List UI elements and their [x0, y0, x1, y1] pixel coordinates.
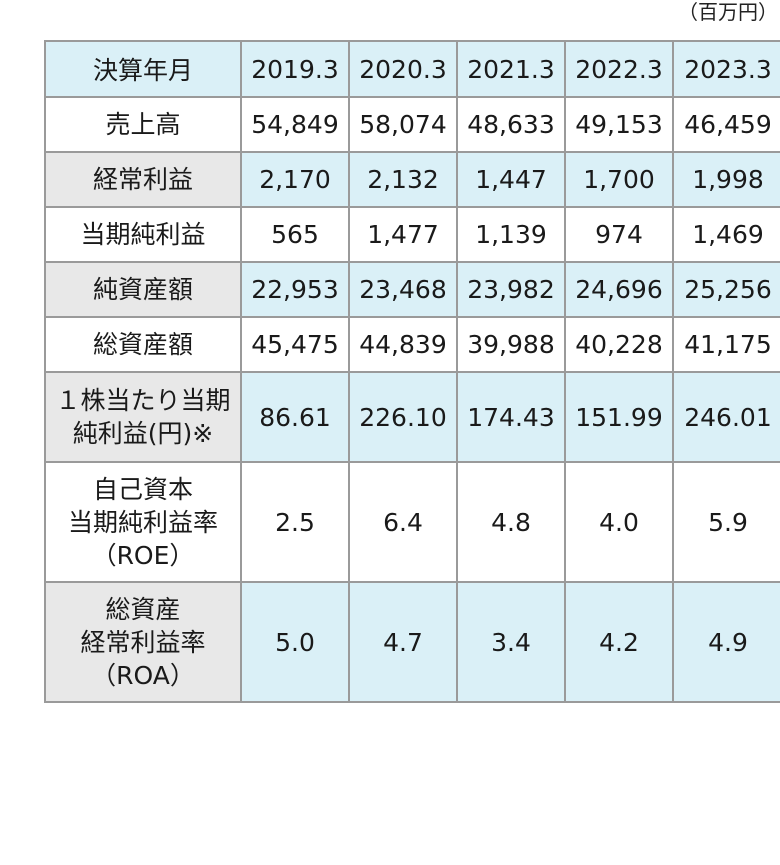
table-cell: 23,468	[348, 261, 458, 318]
table-cell: 41,175	[672, 316, 780, 373]
header-year: 2019.3	[240, 40, 350, 98]
table-cell: 44,839	[348, 316, 458, 373]
table-cell: 2,132	[348, 151, 458, 208]
table-cell: 4.9	[672, 581, 780, 703]
table-row-net-assets: 純資産額 22,953 23,468 23,982 24,696 25,256	[44, 261, 780, 318]
table-cell: 6.4	[348, 461, 458, 583]
table-cell: 174.43	[456, 371, 566, 463]
table-cell: 1,700	[564, 151, 674, 208]
table-cell: 24,696	[564, 261, 674, 318]
table-cell: 4.7	[348, 581, 458, 703]
table-cell: 4.8	[456, 461, 566, 583]
row-label: 総資産 経常利益率 （ROA）	[44, 581, 242, 703]
table-cell: 1,139	[456, 206, 566, 263]
header-year: 2023.3	[672, 40, 780, 98]
table-cell: 48,633	[456, 96, 566, 153]
table-row-net-income: 当期純利益 565 1,477 1,139 974 1,469	[44, 206, 780, 263]
table-cell: 5.9	[672, 461, 780, 583]
table-cell: 49,153	[564, 96, 674, 153]
row-label: 経常利益	[44, 151, 242, 208]
table-row-total-assets: 総資産額 45,475 44,839 39,988 40,228 41,175	[44, 316, 780, 373]
header-year: 2022.3	[564, 40, 674, 98]
table-cell: 58,074	[348, 96, 458, 153]
table-row-roa: 総資産 経常利益率 （ROA） 5.0 4.7 3.4 4.2 4.9	[44, 581, 780, 703]
table-row-ordinary-profit: 経常利益 2,170 2,132 1,447 1,700 1,998	[44, 151, 780, 208]
table-cell: 39,988	[456, 316, 566, 373]
table-cell: 1,447	[456, 151, 566, 208]
table-cell: 1,998	[672, 151, 780, 208]
header-year: 2020.3	[348, 40, 458, 98]
row-label: 当期純利益	[44, 206, 242, 263]
table-cell: 46,459	[672, 96, 780, 153]
table-cell: 3.4	[456, 581, 566, 703]
table-cell: 2,170	[240, 151, 350, 208]
table-cell: 86.61	[240, 371, 350, 463]
row-label: １株当たり当期 純利益(円)※	[44, 371, 242, 463]
table-cell: 23,982	[456, 261, 566, 318]
table-cell: 1,469	[672, 206, 780, 263]
row-label: 売上高	[44, 96, 242, 153]
table-cell: 4.2	[564, 581, 674, 703]
table-cell: 22,953	[240, 261, 350, 318]
header-year: 2021.3	[456, 40, 566, 98]
table-cell: 246.01	[672, 371, 780, 463]
table-cell: 565	[240, 206, 350, 263]
table-cell: 151.99	[564, 371, 674, 463]
table-cell: 4.0	[564, 461, 674, 583]
row-label: 純資産額	[44, 261, 242, 318]
table-cell: 40,228	[564, 316, 674, 373]
unit-label: （百万円）	[678, 0, 778, 24]
table-cell: 54,849	[240, 96, 350, 153]
header-label: 決算年月	[44, 40, 242, 98]
table-cell: 45,475	[240, 316, 350, 373]
table-row-roe: 自己資本 当期純利益率 （ROE） 2.5 6.4 4.8 4.0 5.9	[44, 461, 780, 583]
table-cell: 226.10	[348, 371, 458, 463]
table-cell: 974	[564, 206, 674, 263]
table-cell: 2.5	[240, 461, 350, 583]
table-row-eps: １株当たり当期 純利益(円)※ 86.61 226.10 174.43 151.…	[44, 371, 780, 463]
table-cell: 5.0	[240, 581, 350, 703]
row-label: 自己資本 当期純利益率 （ROE）	[44, 461, 242, 583]
table-row-sales: 売上高 54,849 58,074 48,633 49,153 46,459	[44, 96, 780, 153]
header-row: 決算年月 2019.3 2020.3 2021.3 2022.3 2023.3	[44, 40, 780, 98]
row-label: 総資産額	[44, 316, 242, 373]
table-cell: 1,477	[348, 206, 458, 263]
table-cell: 25,256	[672, 261, 780, 318]
financial-summary-table: 決算年月 2019.3 2020.3 2021.3 2022.3 2023.3 …	[44, 40, 780, 703]
